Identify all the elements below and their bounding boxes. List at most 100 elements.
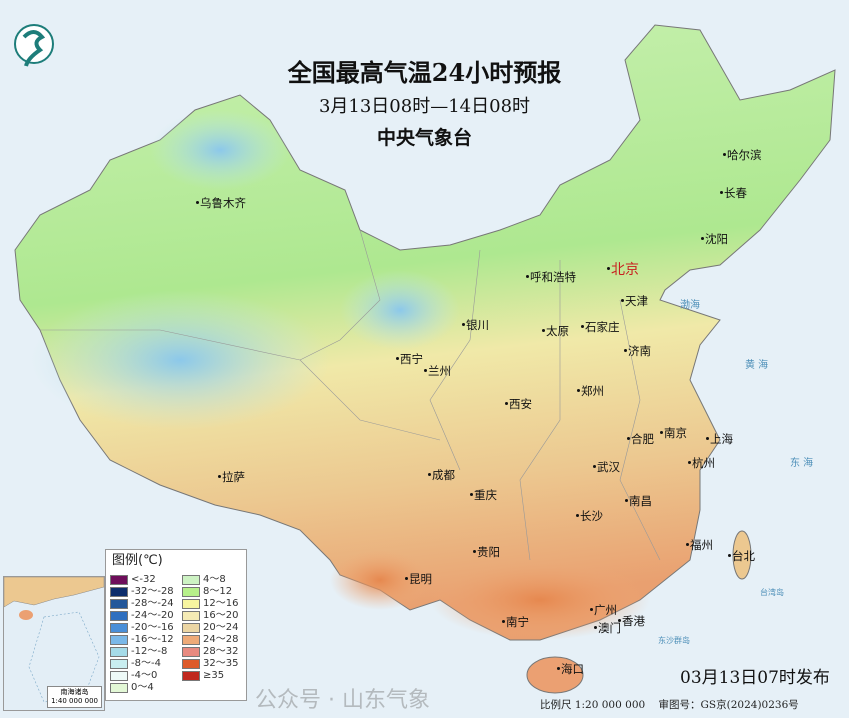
legend-label: <-32 <box>131 574 156 585</box>
city-marker <box>424 369 427 372</box>
city-label: 海口 <box>561 662 584 676</box>
city-marker <box>627 437 630 440</box>
city-marker <box>218 475 221 478</box>
legend-swatch <box>182 623 200 633</box>
city-marker <box>618 619 621 622</box>
city-label: 兰州 <box>428 364 451 378</box>
city-marker <box>701 237 704 240</box>
city-label: 银川 <box>466 318 489 332</box>
legend-label: -32～-28 <box>131 586 174 597</box>
city-label: 南昌 <box>629 494 652 508</box>
city-marker <box>542 329 545 332</box>
legend-swatch <box>182 599 200 609</box>
city-label: 香港 <box>622 614 645 628</box>
sea-label: 黄 海 <box>745 360 769 371</box>
legend-item: 28～32 <box>182 646 238 658</box>
hainan-island <box>526 656 584 694</box>
city-marker <box>581 325 584 328</box>
legend-label: 16～20 <box>203 610 239 621</box>
city-label: 广州 <box>594 603 617 617</box>
hot-region-yunnan <box>330 550 430 610</box>
city-label: 西安 <box>509 397 532 411</box>
legend-label: -4～0 <box>131 670 158 681</box>
city-marker <box>428 473 431 476</box>
legend-swatch <box>110 659 128 669</box>
city-label: 沈阳 <box>705 232 728 246</box>
legend-label: 24～28 <box>203 634 239 645</box>
legend-swatch <box>110 599 128 609</box>
city-marker <box>686 543 689 546</box>
city-label: 太原 <box>546 324 569 338</box>
city-label: 天津 <box>625 294 648 308</box>
city-label: 石家庄 <box>585 320 620 334</box>
issued-time: 03月13日07时发布 <box>680 668 830 688</box>
legend-item: 0～4 <box>110 682 174 694</box>
legend-swatch <box>182 587 200 597</box>
cold-region-tianshan <box>150 110 290 190</box>
city-marker <box>577 389 580 392</box>
legend-item: 16～20 <box>182 610 238 622</box>
city-label: 呼和浩特 <box>530 270 576 284</box>
legend-label: ≥35 <box>203 670 225 681</box>
city-marker <box>590 608 593 611</box>
city-marker <box>557 667 560 670</box>
city-label: 重庆 <box>474 488 497 502</box>
legend-swatch <box>182 611 200 621</box>
city-label: 成都 <box>432 468 455 482</box>
city-label: 南京 <box>664 426 687 440</box>
legend-label: -16～-12 <box>131 634 174 645</box>
city-label: 澳门 <box>598 621 621 635</box>
city-marker <box>625 499 628 502</box>
city-marker <box>576 514 579 517</box>
city-marker <box>624 349 627 352</box>
city-marker <box>196 201 199 204</box>
map-footer: 比例尺 1:20 000 000 审图号：GS京(2024)0236号 <box>540 698 799 712</box>
city-label: 哈尔滨 <box>727 148 762 162</box>
province-borders <box>40 229 661 561</box>
legend-item: -4～0 <box>110 670 174 682</box>
city-label: 北京 <box>611 262 639 278</box>
city-label: 西宁 <box>400 352 423 366</box>
city-label: 合肥 <box>631 432 654 446</box>
inset-label: 南海诸岛 1:40 000 000 <box>47 686 102 708</box>
legend-label: 8～12 <box>203 586 233 597</box>
city-label: 昆明 <box>409 572 432 586</box>
legend-swatch <box>110 647 128 657</box>
city-marker <box>621 299 624 302</box>
cold-region-qilian <box>340 270 460 350</box>
city-marker <box>720 191 723 194</box>
legend-swatch <box>110 671 128 681</box>
legend-label: 0～4 <box>131 682 154 693</box>
city-label: 郑州 <box>581 384 604 398</box>
legend-item: 20～24 <box>182 622 238 634</box>
city-marker <box>505 402 508 405</box>
city-marker <box>526 275 529 278</box>
legend-item: <-32 <box>110 574 174 586</box>
legend-swatch <box>110 623 128 633</box>
city-marker <box>405 577 408 580</box>
city-marker <box>470 493 473 496</box>
city-label: 济南 <box>628 344 651 358</box>
city-marker <box>723 153 726 156</box>
legend-swatch <box>110 635 128 645</box>
cma-logo <box>14 24 54 67</box>
legend-item: -28～-24 <box>110 598 174 610</box>
city-marker <box>728 554 731 557</box>
legend-item: -8～-4 <box>110 658 174 670</box>
city-marker <box>594 626 597 629</box>
sea-label: 东沙群岛 <box>658 636 690 645</box>
legend-item: 8～12 <box>182 586 238 598</box>
hot-region-south <box>430 560 650 640</box>
legend-label: -28～-24 <box>131 598 174 609</box>
city-label: 长春 <box>724 186 747 200</box>
city-marker <box>462 323 465 326</box>
city-marker <box>593 465 596 468</box>
legend-label: -20～-16 <box>131 622 174 633</box>
legend-item: 4～8 <box>182 574 238 586</box>
watermark: 公众号 · 山东气象 <box>255 688 430 713</box>
city-label: 台北 <box>732 549 755 563</box>
legend-swatch <box>110 575 128 585</box>
legend-title: 图例(℃) <box>112 553 163 568</box>
legend-label: 20～24 <box>203 622 239 633</box>
